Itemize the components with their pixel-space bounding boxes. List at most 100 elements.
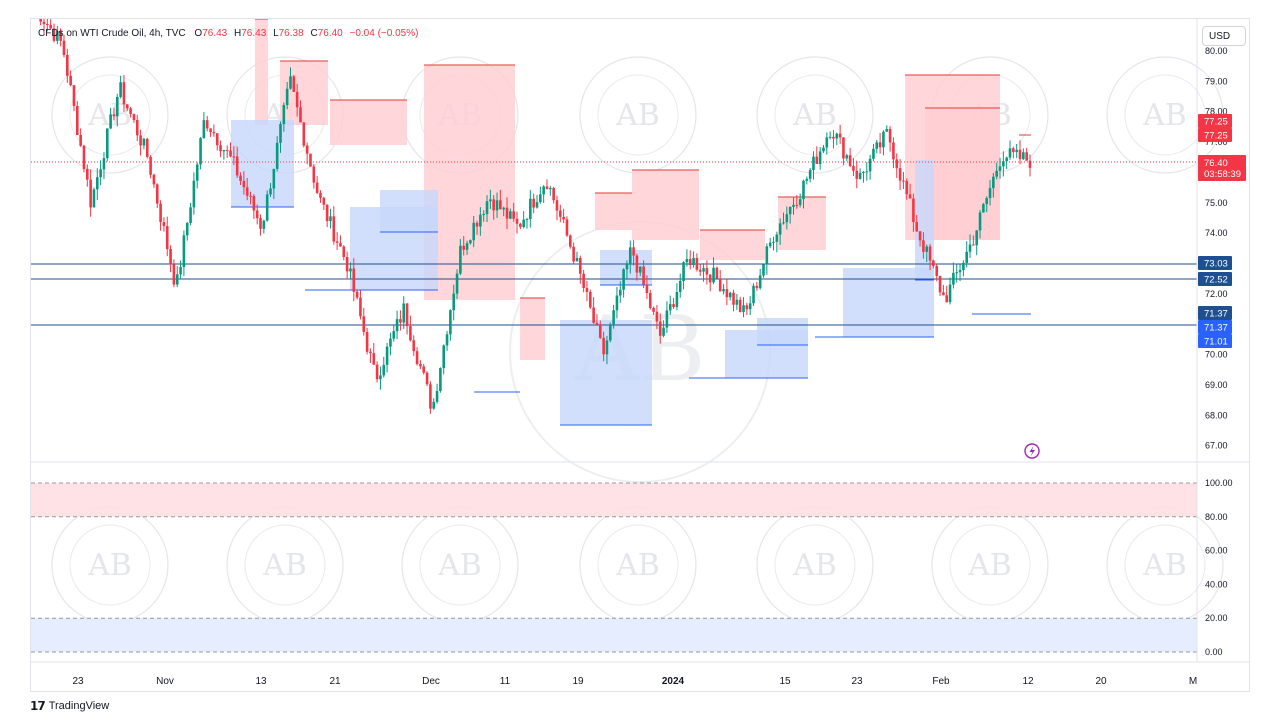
candle-body <box>925 246 929 252</box>
watermark-circle <box>244 524 326 606</box>
brand-label: TradingView <box>48 700 110 712</box>
watermark-text: AB <box>615 98 660 133</box>
lightning-icon[interactable] <box>1024 443 1040 459</box>
candle-body <box>715 267 719 279</box>
demand-zone <box>231 120 294 207</box>
candle-body <box>135 120 139 136</box>
candle-body <box>175 274 179 285</box>
candle-body <box>95 177 99 190</box>
price-tag-label: 73.03 <box>1204 259 1228 270</box>
candle-body <box>435 391 439 402</box>
candle-body <box>56 30 59 41</box>
open-value: 76.43 <box>202 28 228 39</box>
candle-body <box>922 240 925 252</box>
time-axis-label: 2024 <box>662 676 685 687</box>
currency-button[interactable]: USD <box>1202 26 1246 46</box>
candle-body <box>902 180 905 182</box>
candle-body <box>582 273 585 289</box>
candle-body <box>335 241 339 243</box>
candle-body <box>645 284 649 293</box>
candle-body <box>955 272 959 274</box>
countdown-label: 03:58:39 <box>1204 169 1241 180</box>
candle-body <box>375 364 379 380</box>
candle-body <box>442 345 446 369</box>
candle-body <box>712 267 715 283</box>
candle-body <box>825 137 829 148</box>
candle-body <box>215 133 219 146</box>
candle-body <box>1002 161 1005 167</box>
candle-body <box>269 188 272 195</box>
price-tag <box>1198 128 1232 142</box>
candle-body <box>142 138 146 146</box>
zone-layer <box>231 19 1031 426</box>
candle-body <box>1015 149 1018 153</box>
candle-body <box>489 199 492 202</box>
candle-body <box>299 107 302 123</box>
candle-body <box>842 137 845 159</box>
price-tags: 77.25 77.25 73.03 72.52 71.37 71.37 71.01 76.40… <box>1198 114 1246 348</box>
candle-body <box>139 135 142 146</box>
candle-body <box>652 308 655 312</box>
candle-body <box>772 241 775 243</box>
chart-frame[interactable] <box>30 18 1250 692</box>
supply-zone <box>925 108 1000 240</box>
candle-body <box>592 307 595 323</box>
demand-zone <box>380 190 438 232</box>
candle-body <box>172 264 176 285</box>
symbol-legend[interactable]: CFDs on WTI Crude Oil, 4h, TVC O76.43 H7… <box>38 28 418 39</box>
tradingview-logo[interactable]: 𝟭𝟳 TradingView <box>30 699 109 713</box>
price-axis-label: 69.00 <box>1205 380 1228 390</box>
candle-body <box>625 263 629 270</box>
candle-body <box>988 188 992 199</box>
candle-body <box>688 259 692 266</box>
supply-zone <box>330 100 407 145</box>
candle-body <box>79 135 82 146</box>
candle-body <box>998 166 1002 171</box>
candle-body <box>282 104 286 125</box>
candle-body <box>555 200 559 211</box>
candle-body <box>295 91 299 108</box>
candle-body <box>505 207 509 219</box>
candle-body <box>908 194 912 199</box>
candle-body <box>665 310 669 328</box>
candle-body <box>658 321 662 336</box>
candle-body <box>342 246 346 257</box>
price-tag <box>1198 306 1232 320</box>
candle-body <box>822 147 825 152</box>
candle-body <box>618 289 622 296</box>
supply-zone <box>255 19 268 125</box>
candle-body <box>848 155 852 166</box>
candle-body <box>309 153 312 167</box>
candle-body <box>419 364 422 367</box>
price-axis[interactable]: 80.00 79.00 78.00 77.00 75.00 74.00 72.00 70.00… <box>1196 19 1228 662</box>
candle-body <box>152 174 156 185</box>
candle-body <box>675 292 679 308</box>
candle-body <box>452 293 456 311</box>
time-axis-label: 15 <box>779 676 791 687</box>
candle-body <box>369 351 372 354</box>
price-tag-label: 71.37 <box>1204 323 1228 334</box>
candle-body <box>535 202 539 208</box>
candle-body <box>895 159 899 169</box>
candle-body <box>312 166 316 183</box>
candle-body <box>702 268 705 272</box>
candle-body <box>948 284 952 303</box>
candle-body <box>785 214 789 223</box>
candle-body <box>732 292 735 305</box>
candle-body <box>628 247 632 264</box>
supply-zone <box>700 230 765 260</box>
candle-body <box>865 171 869 173</box>
candle-body <box>429 384 432 409</box>
oscillator-axis[interactable]: 100.00 80.00 60.00 40.00 20.00 0.00 <box>1205 478 1233 657</box>
candle-body <box>162 222 166 227</box>
candle-body <box>632 247 635 256</box>
candle-body <box>49 24 52 29</box>
candle-body <box>525 219 529 221</box>
watermark-text: AB <box>1142 98 1187 133</box>
candle-body <box>265 194 269 221</box>
candle-body <box>499 200 502 210</box>
time-axis-label: 23 <box>72 676 84 687</box>
time-axis[interactable]: 23 Nov 13 21 Dec 11 19 2024 15 23 Feb 12 20 M <box>31 661 1249 687</box>
watermark-circle <box>69 74 151 156</box>
